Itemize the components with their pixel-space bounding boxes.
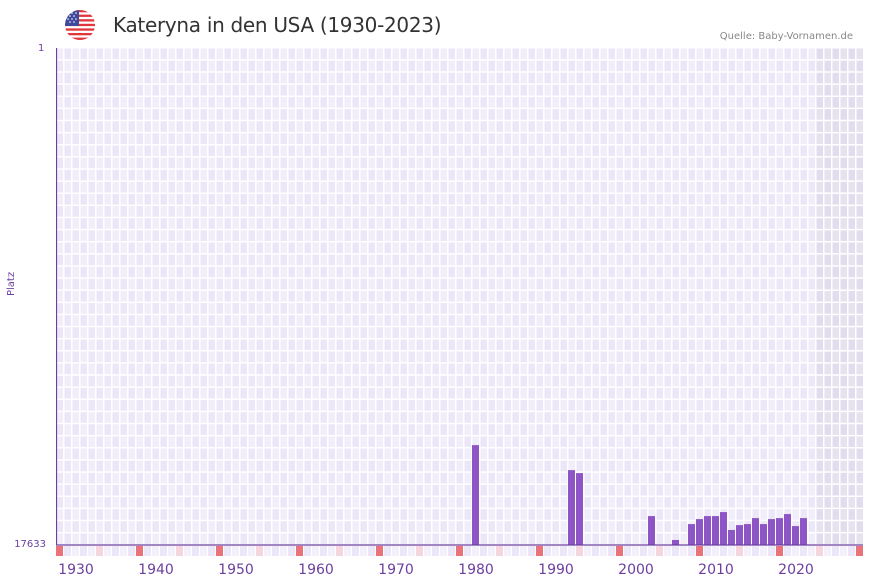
bar-1992: [568, 470, 575, 545]
decade-marker: [856, 546, 863, 556]
bar-2007: [688, 524, 695, 545]
bar-2020: [792, 526, 799, 545]
bar-2014: [744, 524, 751, 545]
x-tick-2010: 2010: [698, 562, 734, 578]
bar-1980: [472, 445, 479, 545]
bar-2002: [648, 516, 655, 545]
bar-2008: [696, 519, 703, 545]
x-tick-2000: 2000: [618, 562, 654, 578]
decade-marker: [56, 546, 63, 556]
x-tick-1980: 1980: [458, 562, 494, 578]
plot-area: [56, 48, 863, 556]
decade-marker: [776, 546, 783, 556]
bar-2018: [776, 518, 783, 545]
decade-marker: [216, 546, 223, 556]
chart-title: Kateryna in den USA (1930-2023): [113, 13, 442, 37]
bar-2017: [768, 519, 775, 545]
us-flag-icon: [65, 10, 95, 40]
decade-marker: [616, 546, 623, 556]
decade-marker: [136, 546, 143, 556]
x-tick-1970: 1970: [378, 562, 414, 578]
bar-2005: [672, 539, 679, 545]
bar-2013: [736, 525, 743, 545]
decade-marker: [376, 546, 383, 556]
y-axis-label: Platz: [6, 271, 17, 296]
decade-marker: [456, 546, 463, 556]
bar-2011: [720, 512, 727, 545]
decade-marker: [296, 546, 303, 556]
x-tick-2020: 2020: [778, 562, 814, 578]
x-tick-1940: 1940: [138, 562, 174, 578]
decade-marker: [696, 546, 703, 556]
bar-1993: [576, 473, 583, 545]
bar-2021: [800, 518, 807, 545]
bar-2010: [712, 516, 719, 545]
bar-2012: [728, 529, 735, 545]
y-tick-top: 1: [38, 43, 45, 54]
decade-marker: [536, 546, 543, 556]
bar-2019: [784, 514, 791, 545]
y-tick-bottom: 17633: [14, 539, 46, 550]
x-tick-1930: 1930: [58, 562, 94, 578]
source-credit: Quelle: Baby-Vornamen.de: [719, 31, 853, 42]
bar-2016: [760, 524, 767, 545]
bar-chart: [56, 48, 863, 556]
x-tick-1950: 1950: [218, 562, 254, 578]
x-tick-1960: 1960: [298, 562, 334, 578]
bar-2009: [704, 516, 711, 545]
x-tick-1990: 1990: [538, 562, 574, 578]
bar-2015: [752, 518, 759, 545]
